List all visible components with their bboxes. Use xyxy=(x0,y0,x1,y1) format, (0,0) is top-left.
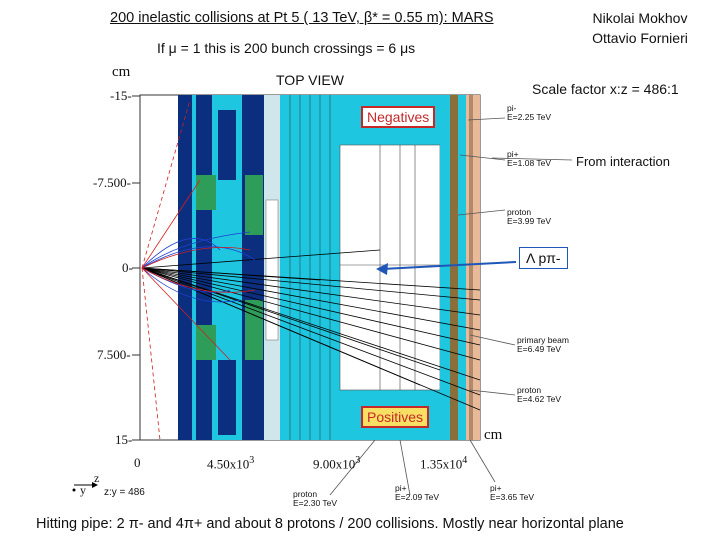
green-block-2 xyxy=(196,325,216,360)
axis-z-label: z xyxy=(94,471,100,485)
detector-layer-1 xyxy=(178,95,192,440)
detector-layer-5 xyxy=(218,110,236,180)
green-block-4 xyxy=(245,300,263,360)
axis-y-label: y xyxy=(80,483,86,497)
green-block-1 xyxy=(196,175,216,210)
detector-layer-7 xyxy=(242,95,264,440)
annotation-pointers xyxy=(329,117,516,496)
axis-ratio-label: z:y = 486 xyxy=(104,487,145,498)
author-name-1: Nikolai Mokhov xyxy=(592,10,688,26)
page-subtitle: If μ = 1 this is 200 bunch crossings = 6… xyxy=(157,40,416,56)
lambda-arrow xyxy=(381,261,517,270)
y-tick-label: -15- xyxy=(110,88,132,103)
footer-caption: Hitting pipe: 2 π- and 4π+ and about 8 p… xyxy=(36,516,624,532)
lambda-decay-text: Λ pπ- xyxy=(526,250,561,266)
particle-annotation: pi+ E=3.65 TeV xyxy=(490,483,535,502)
from-interaction-label: From interaction xyxy=(576,154,670,169)
author-name-2: Ottavio Fornieri xyxy=(592,30,688,46)
x-tick-label: 1.35x104 xyxy=(420,455,468,472)
positives-label: Positives xyxy=(361,406,430,428)
green-block-3 xyxy=(245,175,263,235)
detector-layer-3 xyxy=(196,95,212,440)
particle-annotation: proton E=3.99 TeV xyxy=(507,207,552,226)
scale-factor-label: Scale factor x:z = 486:1 xyxy=(532,81,679,97)
lambda-decay-label: Λ pπ- xyxy=(519,247,568,269)
x-axis-unit: cm xyxy=(484,427,503,443)
particle-annotation: proton E=2.30 TeV xyxy=(293,489,338,508)
x-tick-label: 0 xyxy=(134,455,141,470)
particle-annotation: pi+ E=2.09 TeV xyxy=(395,483,440,502)
view-label: TOP VIEW xyxy=(276,72,344,88)
particle-annotation: primary beam E=6.49 TeV xyxy=(517,335,569,354)
y-tick-label: 7.500- xyxy=(97,347,131,362)
particle-annotation: proton E=4.62 TeV xyxy=(517,385,562,404)
page-title: 200 inelastic collisions at Pt 5 ( 13 Te… xyxy=(110,10,494,26)
from-interaction-arrow xyxy=(491,157,573,161)
y-tick-label: -7.500- xyxy=(93,175,131,190)
detector-layer-6 xyxy=(218,360,236,435)
particle-annotation: pi- E=2.25 TeV xyxy=(507,103,552,122)
detector-layer-2 xyxy=(192,95,196,440)
y-tick-label: 0- xyxy=(122,260,133,275)
particle-annotation: pi+ E=1.08 TeV xyxy=(507,149,552,168)
x-tick-label: 4.50x103 xyxy=(207,455,255,472)
y-tick-label: 15- xyxy=(115,432,133,447)
x-tick-label: 9.00x103 xyxy=(313,455,361,472)
y-axis-unit: cm xyxy=(112,64,131,80)
particle-tracks xyxy=(141,99,481,441)
negatives-label: Negatives xyxy=(361,106,436,128)
